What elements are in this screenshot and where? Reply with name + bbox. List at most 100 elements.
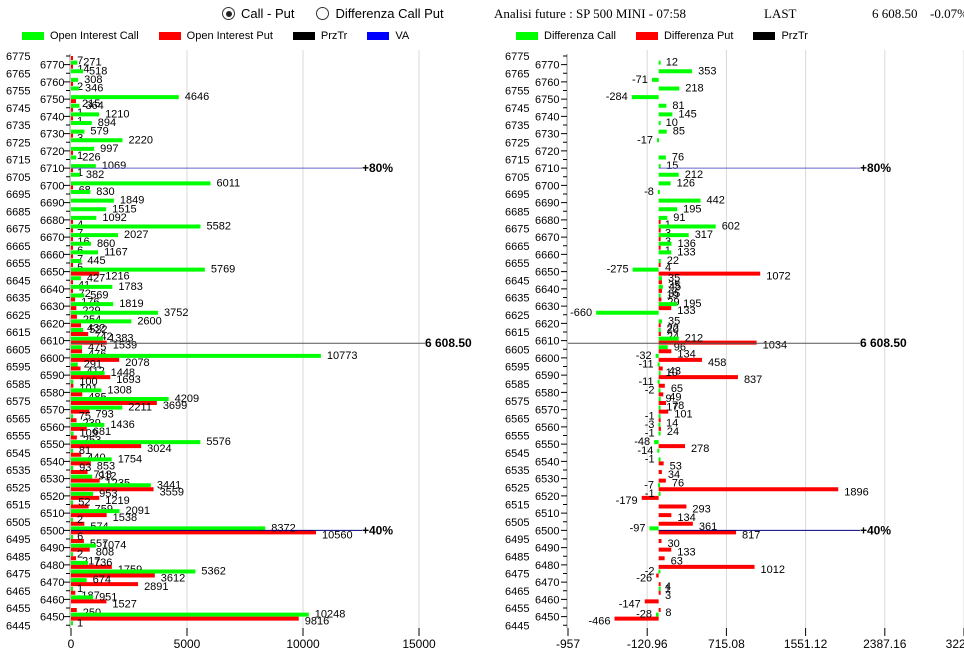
radio-checked-icon[interactable]: [222, 7, 235, 20]
data-label-call: 579: [90, 126, 108, 138]
bar-call: [658, 371, 661, 376]
data-label-call: 2027: [124, 229, 148, 241]
y-tick-label: 6575: [505, 396, 529, 408]
bar-call: [657, 138, 660, 143]
bar-put: [71, 599, 107, 604]
data-label-put: 817: [742, 529, 760, 541]
legend-swatch: [367, 32, 390, 40]
legend-label: Open Interest Call: [50, 30, 139, 42]
legend-item-diff-put: Differenza Put: [635, 30, 733, 42]
data-label-call: 212: [685, 169, 703, 181]
bar-call: [656, 612, 659, 617]
bar-put: [658, 323, 661, 328]
legend-item-oi-put: Open Interest Put: [158, 30, 273, 42]
bar-call: [658, 293, 661, 298]
data-label-put: 1896: [844, 486, 868, 498]
data-label-put: 2078: [125, 357, 149, 369]
bar-call: [71, 500, 73, 505]
data-label-call: 75: [79, 410, 91, 422]
data-label-call: 1819: [119, 298, 143, 310]
data-label-call: -284: [606, 91, 628, 103]
data-label-call: 195: [683, 298, 701, 310]
data-label-put: 1219: [105, 495, 129, 507]
bar-put: [71, 487, 154, 492]
y-tick-label: 6610: [40, 336, 64, 348]
y-tick-label: 6745: [505, 103, 529, 115]
y-tick-label: 6520: [40, 491, 64, 503]
data-label-call: 10773: [327, 350, 358, 362]
y-tick-label: 6685: [6, 206, 30, 218]
y-tick-label: 6620: [535, 318, 559, 330]
y-tick-label: 6475: [6, 569, 30, 581]
radio-unchecked-icon[interactable]: [316, 7, 330, 20]
bar-put: [71, 573, 155, 578]
bar-put: [71, 237, 73, 242]
view-mode-radio-group: Call - Put Differenza Call Put: [222, 6, 444, 21]
data-label-put: 215: [82, 98, 100, 110]
y-tick-label: 6490: [535, 543, 559, 555]
data-label-call: 10: [666, 367, 678, 379]
bar-call: [658, 60, 661, 65]
radio-differenza-call-put[interactable]: Differenza Call Put: [316, 6, 444, 21]
x-tick-label: 3223.2: [946, 637, 964, 651]
bar-put: [658, 582, 661, 587]
bar-put: [658, 245, 661, 250]
bar-call: [71, 215, 97, 220]
data-label-call: 6011: [216, 177, 240, 189]
data-label-call: 1: [665, 583, 671, 595]
y-tick-label: 6655: [505, 258, 529, 270]
y-tick-label: 6705: [6, 172, 30, 184]
bar-call: [71, 345, 83, 350]
data-label-put: 681: [93, 426, 111, 438]
y-tick-label: 6480: [40, 560, 64, 572]
radio-call-put[interactable]: Call - Put: [222, 6, 294, 21]
data-label-put: 3559: [160, 486, 184, 498]
value-area-label: +40%: [860, 523, 891, 537]
data-label-call: -17: [637, 134, 653, 146]
bar-put: [71, 133, 73, 138]
data-label-call: -2: [645, 384, 655, 396]
bar-call: [657, 448, 660, 453]
bar-put: [71, 608, 77, 612]
data-label-call: 218: [685, 83, 703, 95]
data-label-put: 10560: [322, 529, 353, 541]
bar-call: [71, 284, 113, 289]
bar-put: [71, 452, 82, 457]
bar-call: [658, 397, 661, 401]
bar-put: [658, 521, 693, 526]
y-tick-label: 6530: [40, 474, 64, 486]
data-label-call: 1754: [118, 453, 142, 465]
bar-call: [71, 414, 73, 419]
bar-put: [71, 271, 100, 276]
data-label-call: -1: [645, 428, 655, 440]
bar-put: [658, 556, 665, 561]
bar-put: [658, 366, 663, 371]
bar-put: [71, 185, 73, 190]
bar-call: [71, 95, 179, 100]
data-label-call: 52: [78, 497, 90, 509]
y-tick-label: 6495: [6, 534, 30, 546]
legend-swatch: [753, 32, 776, 40]
y-tick-label: 6450: [535, 612, 559, 624]
y-tick-label: 6590: [40, 370, 64, 382]
data-label-call: 226: [82, 152, 100, 164]
bar-put: [71, 116, 73, 121]
data-label-put: 1527: [112, 598, 136, 610]
bar-call: [71, 293, 85, 298]
bar-call: [71, 138, 123, 143]
bar-put: [71, 383, 74, 388]
data-label-put: 4: [665, 262, 671, 274]
y-tick-label: 6460: [535, 594, 559, 606]
bar-put: [71, 470, 88, 474]
bar-put: [658, 401, 667, 405]
y-tick-label: 6540: [40, 456, 64, 468]
y-tick-label: 6505: [6, 517, 30, 529]
bar-put: [658, 288, 662, 293]
bar-call: [71, 207, 107, 212]
data-label-put: 3699: [163, 400, 187, 412]
data-label-call: 20: [667, 324, 679, 336]
bar-call: [71, 474, 93, 479]
bar-call: [71, 172, 80, 177]
change-percent: -0.07%: [930, 6, 964, 21]
legend-label: Differenza Call: [544, 30, 616, 42]
